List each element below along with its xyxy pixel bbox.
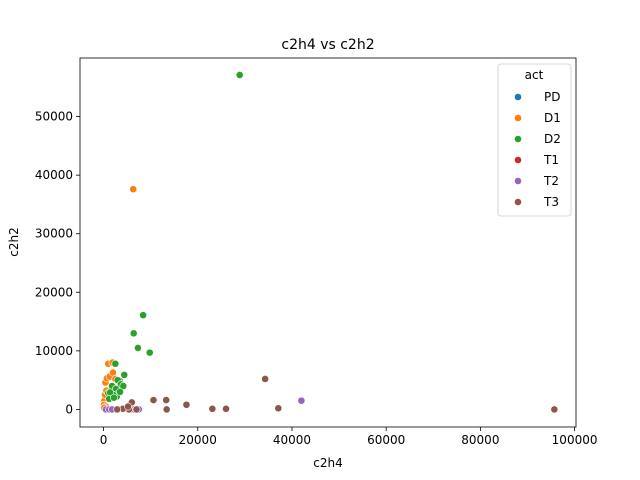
y-tick-label: 20000 <box>35 285 73 299</box>
x-tick-label: 80000 <box>461 433 499 447</box>
point-d2 <box>120 370 129 379</box>
point-t3 <box>132 405 141 414</box>
y-tick-label: 40000 <box>35 168 73 182</box>
legend-label-d1: D1 <box>544 111 561 125</box>
point-d2 <box>111 359 120 368</box>
legend-marker-d2 <box>514 135 522 143</box>
legend-label-d2: D2 <box>544 132 561 146</box>
plot-area <box>79 57 577 428</box>
legend-marker-t2 <box>514 177 522 185</box>
y-tick-label: 10000 <box>35 344 73 358</box>
point-d2 <box>145 348 154 357</box>
point-t3 <box>274 404 283 413</box>
legend-title: act <box>525 68 544 82</box>
point-d2 <box>134 344 142 352</box>
point-t3 <box>113 405 122 414</box>
legend-marker-t3 <box>514 198 522 206</box>
point-t3 <box>208 404 217 413</box>
point-t3 <box>222 404 230 413</box>
point-t3 <box>261 375 270 383</box>
point-t3 <box>550 405 559 414</box>
legend-marker-t1 <box>514 156 522 164</box>
data-points <box>99 71 559 414</box>
legend-marker-pd <box>514 93 522 101</box>
legend-label-t2: T2 <box>543 174 559 188</box>
y-axis-ticks: 0 10000 20000 30000 40000 50000 <box>35 110 80 416</box>
y-tick-label: 30000 <box>35 227 73 241</box>
x-tick-label: 40000 <box>273 433 311 447</box>
legend-label-t1: T1 <box>543 153 559 167</box>
point-d2 <box>129 329 138 338</box>
point-d2 <box>119 382 128 390</box>
point-t3 <box>162 396 171 404</box>
x-tick-label: 20000 <box>179 433 217 447</box>
y-tick-label: 50000 <box>35 110 73 124</box>
legend-marker-d1 <box>514 114 522 122</box>
point-d2 <box>110 393 118 402</box>
point-t3 <box>182 400 191 409</box>
point-d2 <box>139 311 148 320</box>
point-d1 <box>129 185 138 194</box>
y-axis-label: c2h2 <box>7 227 21 256</box>
point-t3 <box>124 402 132 411</box>
point-t3 <box>162 405 171 414</box>
point-d1 <box>109 368 117 377</box>
chart-title: c2h4 vs c2h2 <box>281 37 374 53</box>
point-d2 <box>235 71 244 79</box>
point-d2 <box>116 387 124 396</box>
x-tick-label: 60000 <box>367 433 405 447</box>
x-tick-label: 0 <box>100 433 108 447</box>
legend-label-pd: PD <box>544 90 560 104</box>
point-t2 <box>297 396 306 405</box>
legend: act PD D1 D2 T1 T2 T3 <box>497 63 572 217</box>
y-tick-label: 0 <box>65 402 73 416</box>
point-t3 <box>149 396 158 404</box>
x-axis-ticks: 0 20000 40000 60000 80000 100000 <box>100 427 598 447</box>
x-tick-label: 100000 <box>552 433 598 447</box>
legend-label-t3: T3 <box>543 195 559 209</box>
x-axis-label: c2h4 <box>313 456 342 470</box>
